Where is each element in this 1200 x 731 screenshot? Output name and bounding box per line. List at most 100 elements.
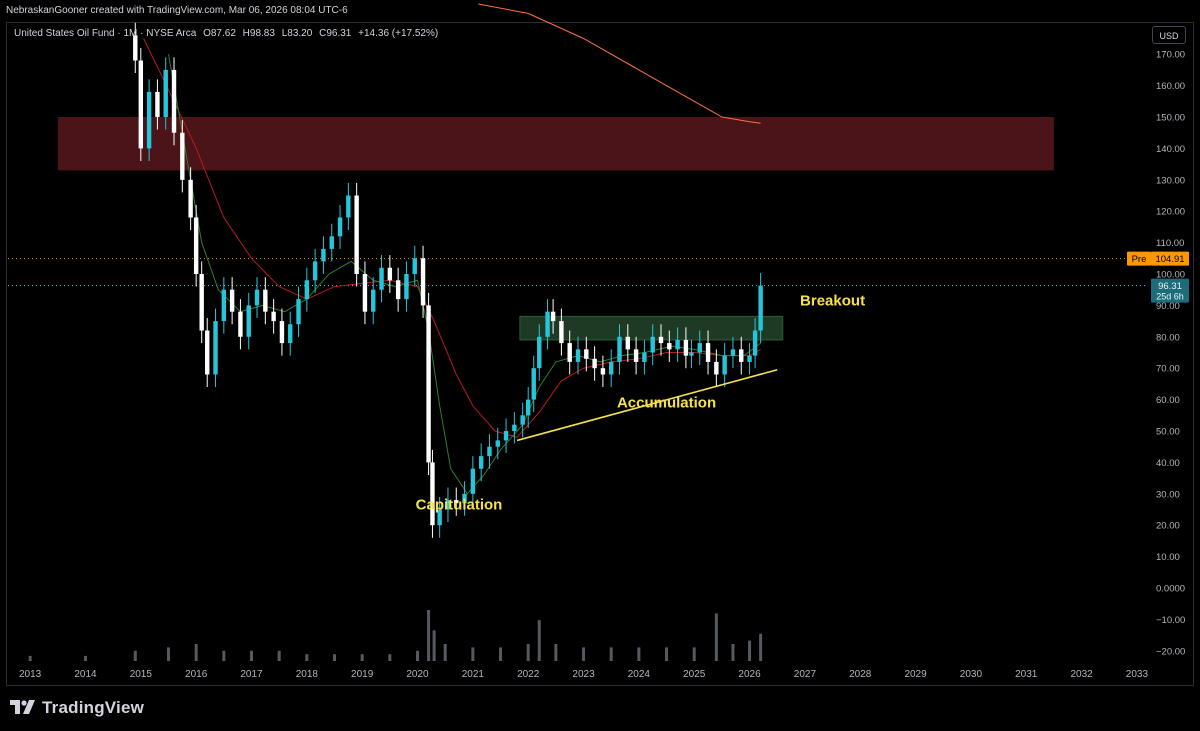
high-label: H bbox=[242, 28, 250, 39]
candle-body bbox=[495, 440, 500, 447]
candle-body bbox=[545, 311, 550, 337]
candle-body bbox=[437, 509, 442, 526]
candle bbox=[503, 418, 509, 453]
candle-body bbox=[329, 236, 334, 249]
volume-bar bbox=[427, 610, 431, 661]
low-label: L bbox=[281, 28, 288, 39]
candle bbox=[346, 182, 351, 231]
candle-body bbox=[404, 274, 409, 300]
candle bbox=[337, 204, 343, 249]
candle-body bbox=[296, 299, 301, 325]
candle-body bbox=[180, 132, 185, 180]
time-tick-label: 2028 bbox=[849, 669, 872, 680]
pre-price-badge bbox=[1151, 251, 1189, 266]
volume-bar bbox=[443, 644, 447, 661]
candle-body bbox=[633, 349, 639, 362]
volume-bar bbox=[388, 654, 392, 661]
candle-body bbox=[221, 289, 227, 322]
candle-body bbox=[567, 343, 572, 362]
candle bbox=[188, 167, 193, 231]
candle-body bbox=[426, 305, 431, 463]
candle bbox=[312, 248, 318, 293]
candle-body bbox=[379, 267, 384, 290]
candle bbox=[705, 330, 711, 375]
candle-body bbox=[387, 267, 393, 281]
price-tick-label: 60.00 bbox=[1156, 395, 1180, 406]
candle-body bbox=[354, 195, 359, 274]
time-tick-label: 2030 bbox=[960, 669, 983, 680]
candle-body bbox=[362, 274, 368, 312]
candle-body bbox=[730, 349, 736, 356]
candle-body bbox=[520, 415, 525, 425]
price-tick-label: 160.00 bbox=[1156, 81, 1185, 92]
currency-button[interactable]: USD bbox=[1152, 26, 1186, 44]
candle-body bbox=[288, 324, 293, 344]
candle-body bbox=[163, 69, 168, 117]
candle bbox=[454, 487, 459, 516]
volume-bar bbox=[759, 633, 763, 661]
candle-body bbox=[229, 289, 235, 312]
candle bbox=[362, 261, 368, 325]
volume-bar bbox=[526, 644, 530, 661]
candle-body bbox=[512, 424, 517, 431]
candle bbox=[525, 387, 531, 428]
tradingview-logo[interactable]: TradingView bbox=[10, 698, 144, 718]
time-tick-label: 2025 bbox=[683, 669, 706, 680]
candle bbox=[387, 255, 393, 293]
candle bbox=[675, 327, 680, 362]
price-tick-label: 80.00 bbox=[1156, 332, 1180, 343]
tradingview-brand: TradingView bbox=[42, 698, 145, 717]
moving-average-slow bbox=[143, 38, 761, 438]
top-bar: NebraskanGooner created with TradingView… bbox=[0, 0, 1200, 22]
volume-bar bbox=[194, 644, 198, 661]
candle bbox=[722, 343, 727, 388]
candle-body bbox=[263, 289, 268, 312]
candle-body bbox=[625, 336, 631, 350]
candle bbox=[478, 443, 484, 482]
candle-body bbox=[722, 355, 727, 375]
symbol-name: United States Oil Fund · 1M · NYSE Arca bbox=[14, 28, 197, 39]
time-tick-label: 2018 bbox=[296, 669, 319, 680]
candle-body bbox=[193, 217, 199, 274]
price-tick-label: 40.00 bbox=[1156, 458, 1180, 469]
volume-bar bbox=[554, 644, 558, 661]
time-tick-label: 2020 bbox=[406, 669, 429, 680]
candle-body bbox=[642, 352, 647, 362]
time-tick-label: 2032 bbox=[1070, 669, 1093, 680]
candle-body bbox=[213, 321, 218, 375]
symbol-legend: United States Oil Fund · 1M · NYSE Arca … bbox=[14, 28, 438, 39]
candle-body bbox=[683, 339, 689, 356]
candle-body bbox=[304, 280, 310, 300]
candle bbox=[379, 255, 384, 303]
candle-body bbox=[312, 261, 318, 281]
price-tick-label: 10.00 bbox=[1156, 552, 1180, 563]
time-tick-label: 2019 bbox=[351, 669, 374, 680]
candle bbox=[531, 355, 536, 413]
candle bbox=[550, 299, 556, 334]
candle bbox=[146, 79, 152, 161]
candle bbox=[658, 324, 664, 356]
candle bbox=[395, 267, 401, 312]
candle bbox=[487, 434, 492, 469]
candle-body bbox=[537, 336, 542, 369]
candle bbox=[412, 245, 417, 287]
volume-bar bbox=[665, 647, 669, 661]
high-value: 98.83 bbox=[249, 28, 275, 39]
candle bbox=[584, 336, 589, 372]
candle bbox=[559, 308, 564, 356]
volume-bar bbox=[133, 650, 137, 661]
candle bbox=[321, 236, 326, 274]
volume-bar bbox=[582, 647, 586, 661]
time-tick-label: 2017 bbox=[240, 669, 263, 680]
candle bbox=[537, 324, 542, 381]
candle-body bbox=[254, 289, 260, 306]
volume-bar bbox=[333, 654, 337, 661]
candle-body bbox=[503, 431, 509, 441]
footer bbox=[0, 686, 1200, 731]
open-label: O bbox=[203, 28, 211, 39]
price-tick-label: 0.0000 bbox=[1156, 584, 1185, 595]
candle bbox=[193, 204, 199, 287]
candle bbox=[138, 47, 144, 161]
candle-body bbox=[395, 280, 401, 300]
